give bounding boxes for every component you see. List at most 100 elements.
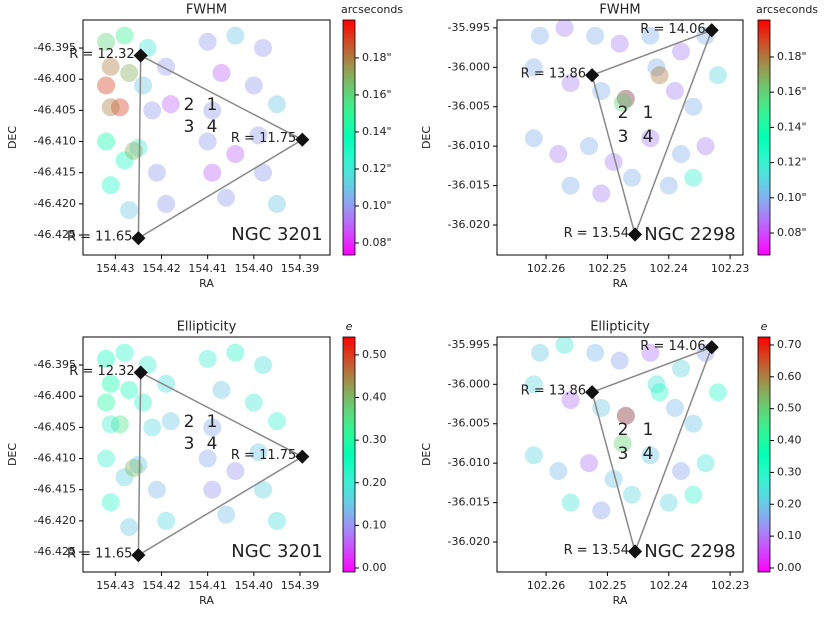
point [672,145,691,164]
y-tick-label: -36.020 [448,535,490,548]
vertex-label: R = 13.86 [521,384,586,399]
point [97,132,116,151]
x-tick-label: 102.24 [650,579,689,592]
vertex-label: R = 13.86 [521,67,586,82]
point [157,194,176,213]
point [665,81,684,100]
x-tick-label: 154.41 [188,579,227,592]
triangle [591,28,713,237]
point [198,449,217,468]
point [157,374,176,393]
point [267,511,286,530]
vertex-marker [704,340,719,355]
point [115,151,134,170]
y-tick-label: -46.410 [34,135,76,148]
vertex-marker [295,132,310,147]
vertex-label: R = 12.32 [69,47,134,62]
point [604,152,623,171]
vertex-label: R = 11.65 [67,547,132,562]
x-tick-label: 102.25 [588,579,627,592]
y-tick-label: -46.395 [34,358,76,371]
colorbar-label: e [761,320,768,333]
point [198,132,217,151]
field-name: NGC 3201 [231,541,323,562]
colorbar-tick-label: 0.10 [362,518,387,531]
x-tick-label: 102.23 [711,262,750,275]
point [622,485,641,504]
y-tick-label: -46.410 [34,452,76,465]
x-tick-label: 154.40 [235,579,274,592]
point [97,349,116,368]
point [561,391,580,410]
point [592,501,611,520]
quadrant-label: 3 [184,117,195,137]
point [672,462,691,481]
point [143,418,162,437]
point [157,57,176,76]
point [120,518,139,537]
point [665,398,684,417]
x-tick-label: 154.39 [281,262,320,275]
y-tick-label: -46.425 [34,228,76,241]
quadrant-label: 1 [207,95,218,115]
point [549,462,568,481]
y-tick-label: -36.020 [448,218,490,231]
y-tick-label: -36.010 [448,456,490,469]
point [97,32,116,51]
point [147,480,166,499]
x-tick-label: 154.41 [188,262,227,275]
point [244,76,263,95]
point [659,176,678,195]
triangle [137,54,304,240]
point [143,101,162,120]
colorbar-tick-label: 0.12" [777,156,807,169]
quadrant-label: 1 [643,420,654,440]
point [97,76,116,95]
colorbar-tick-label: 0.60 [777,370,802,383]
point [115,26,134,45]
colorbar [757,19,771,256]
title: FWHM [599,3,640,18]
x-tick-label: 154.43 [96,262,135,275]
point [561,74,580,93]
colorbar-tick-label: 0.40 [777,434,802,447]
colorbar-tick-label: 0.50 [777,402,802,415]
point [684,485,703,504]
triangle [591,345,713,554]
vertex-label: R = 13.54 [564,543,629,558]
point [198,349,217,368]
quadrant-label: 4 [643,127,654,147]
point [124,458,143,477]
point [129,455,148,474]
vertex-marker [704,23,719,38]
point [555,20,574,37]
field-name: NGC 2298 [644,541,736,562]
point [101,415,120,434]
point [110,415,129,434]
field-name: NGC 3201 [231,224,323,245]
vertex-marker [133,365,148,380]
x-tick-label: 154.42 [142,579,181,592]
quadrant-label: 4 [643,444,654,464]
point [708,383,727,402]
point [101,176,120,195]
points [524,20,727,203]
vertex-label: R = 13.54 [564,226,629,241]
point [524,58,543,77]
colorbar-label: arcseconds [341,3,403,16]
title: Ellipticity [590,320,650,335]
point [129,138,148,157]
point [586,26,605,45]
quadrant-label: 3 [184,434,195,454]
colorbar-tick-label: 0.16" [362,88,392,101]
y-label: DEC [420,126,433,149]
colorbar-tick-label: 0.40 [362,391,387,404]
point [696,454,715,473]
colorbar-label: arcseconds [756,3,818,16]
point [684,97,703,116]
title: Ellipticity [177,320,237,335]
point [249,126,268,145]
x-tick-label: 102.25 [588,262,627,275]
x-tick-label: 102.24 [650,262,689,275]
point [613,434,632,453]
